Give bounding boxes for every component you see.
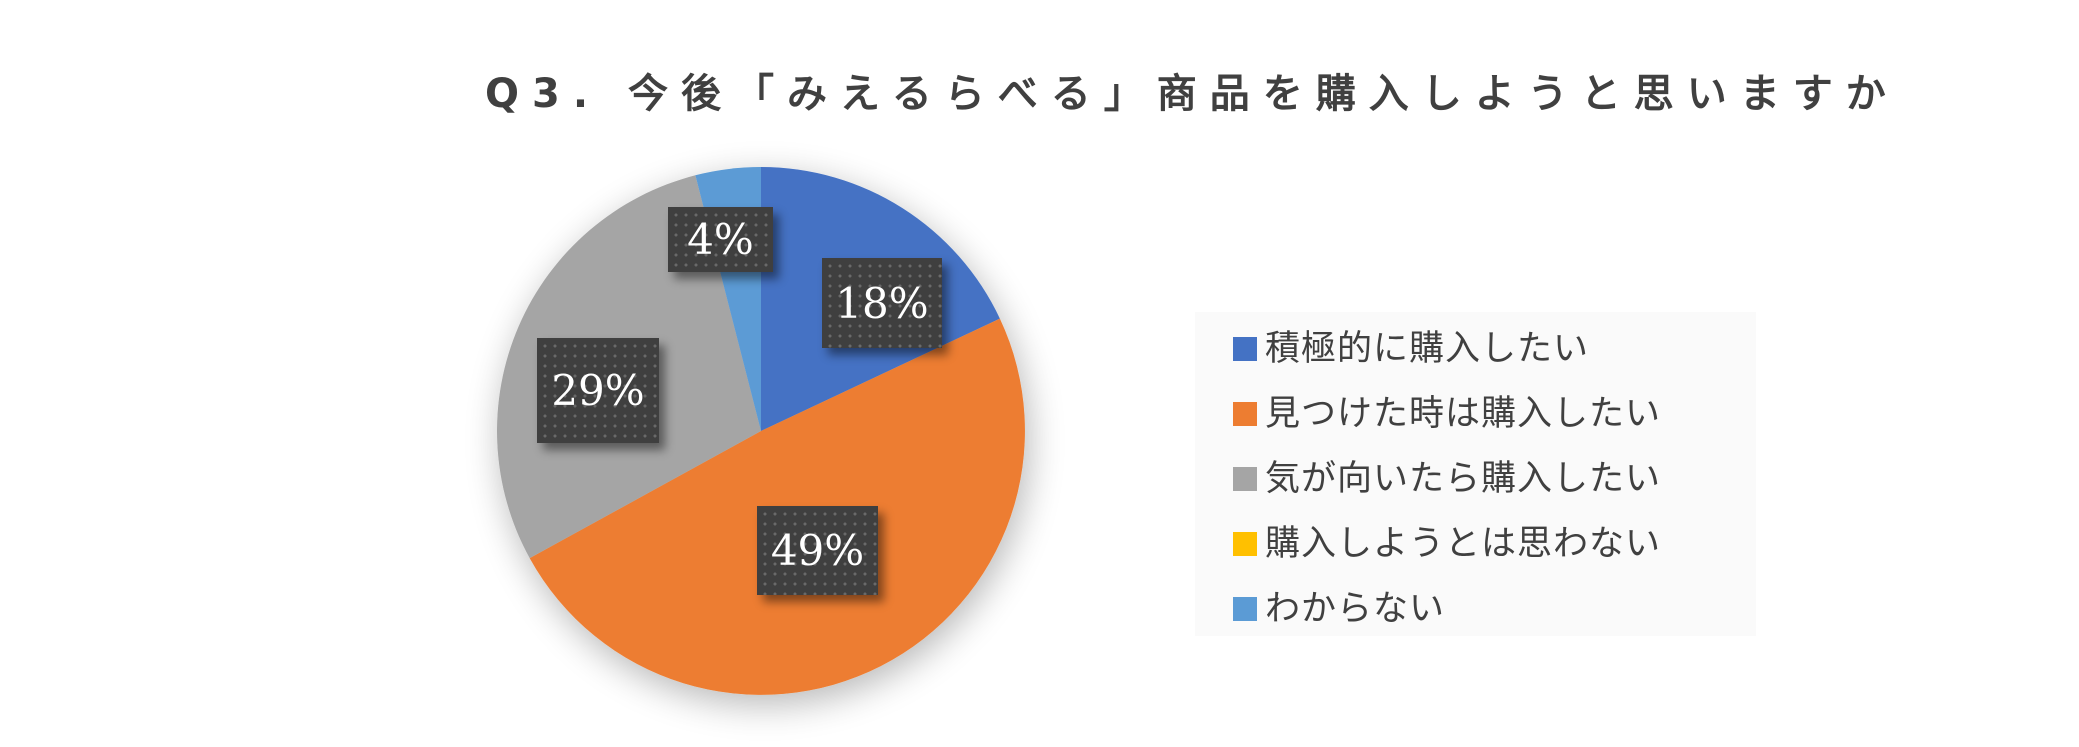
data-label-slice-2: 49% [757,506,878,595]
legend-item-4: 購入しようとは思わない [1233,524,1661,564]
legend-item-2: 見つけた時は購入したい [1233,394,1661,434]
legend-label-2: 見つけた時は購入したい [1265,394,1662,434]
legend-item-1: 積極的に購入したい [1233,329,1589,369]
legend-label-5: わからない [1265,589,1446,629]
legend-label-1: 積極的に購入したい [1265,329,1590,369]
chart-title: Q3. 今後「みえるらべる」商品を購入しようと思いますか [485,71,1899,117]
legend: 積極的に購入したい 見つけた時は購入したい 気が向いたら購入したい 購入しようと… [1195,312,1756,636]
legend-marker-2 [1233,402,1257,426]
legend-item-3: 気が向いたら購入したい [1233,459,1661,499]
legend-label-3: 気が向いたら購入したい [1265,459,1662,499]
legend-marker-5 [1233,597,1257,621]
data-label-slice-3: 29% [537,338,659,443]
legend-item-5: わからない [1233,589,1445,629]
data-label-slice-5: 4% [668,207,773,272]
legend-marker-1 [1233,337,1257,361]
data-label-slice-1: 18% [822,258,942,348]
legend-label-4: 購入しようとは思わない [1265,524,1662,564]
legend-marker-4 [1233,532,1257,556]
legend-marker-3 [1233,467,1257,491]
